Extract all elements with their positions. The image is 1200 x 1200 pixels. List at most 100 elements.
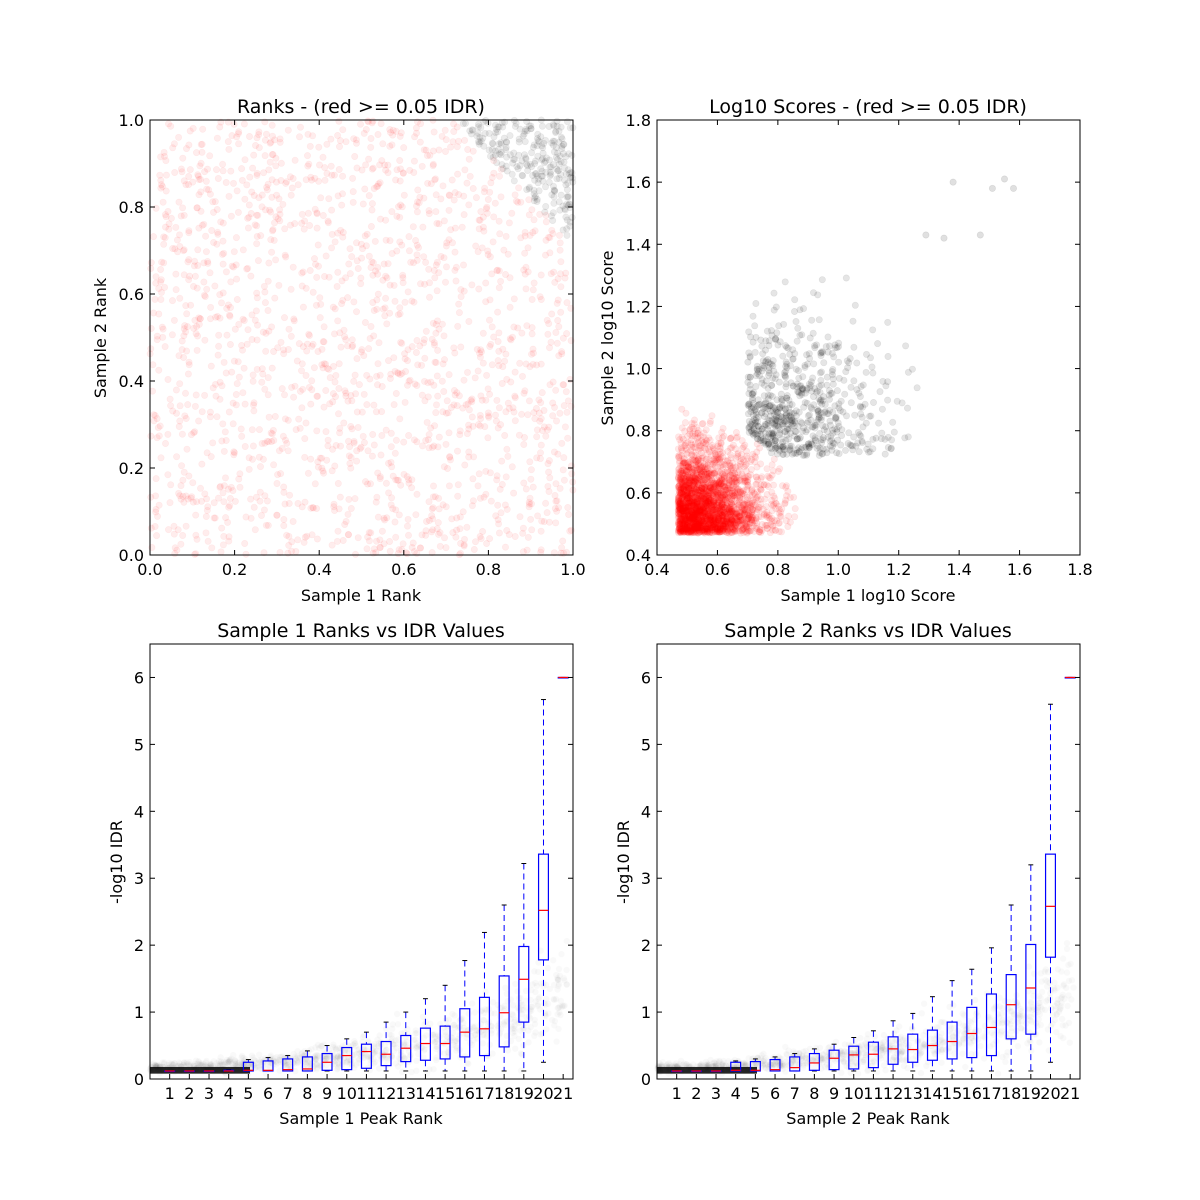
rank-point-red bbox=[380, 540, 388, 548]
rank-point-red bbox=[176, 231, 184, 239]
rank-point-red bbox=[213, 206, 221, 214]
rank-point-red bbox=[326, 400, 334, 408]
score-point-black bbox=[836, 406, 844, 414]
rank-point-red bbox=[418, 442, 426, 450]
rank-point-red bbox=[156, 422, 164, 430]
rank-point-red bbox=[501, 270, 509, 278]
rank-point-red bbox=[551, 504, 559, 512]
rank-point-red bbox=[368, 206, 376, 214]
score-point-red bbox=[763, 465, 771, 473]
rank-point-black bbox=[500, 134, 508, 142]
rank-point-red bbox=[295, 133, 303, 141]
rank-point-red bbox=[251, 316, 259, 324]
rank-point-red bbox=[247, 272, 255, 280]
rank-point-red bbox=[511, 368, 519, 376]
rank-point-red bbox=[206, 269, 214, 277]
rank-point-red bbox=[276, 135, 284, 143]
rank-point-red bbox=[486, 253, 494, 261]
rank-point-red bbox=[319, 153, 327, 161]
rank-point-red bbox=[169, 144, 177, 152]
rank-point-red bbox=[186, 166, 194, 174]
rank-point-red bbox=[495, 284, 503, 292]
rank-point-red bbox=[176, 402, 184, 410]
ranks-chart-title: Ranks - (red >= 0.05 IDR) bbox=[237, 96, 485, 118]
rank-point-black bbox=[459, 120, 467, 128]
rank-point-red bbox=[299, 303, 307, 311]
score-point-red bbox=[701, 499, 709, 507]
rank-point-red bbox=[201, 391, 209, 399]
rank-point-red bbox=[346, 245, 354, 253]
rank-point-red bbox=[470, 545, 478, 553]
rank-point-black bbox=[515, 151, 523, 159]
rank-point-red bbox=[363, 230, 371, 238]
rank-point-red bbox=[229, 399, 237, 407]
rank-point-red bbox=[331, 305, 339, 313]
rank-point-red bbox=[548, 310, 556, 318]
score-point-red bbox=[699, 439, 707, 447]
rank-point-red bbox=[484, 247, 492, 255]
rank-point-red bbox=[159, 325, 167, 333]
rank-point-red bbox=[396, 177, 404, 185]
rank-point-red bbox=[224, 301, 232, 309]
rank-point-red bbox=[159, 198, 167, 206]
ranks-y-tick-label: 1.0 bbox=[119, 111, 144, 130]
rank-point-black bbox=[523, 127, 531, 135]
rank-point-red bbox=[311, 480, 319, 488]
rank-point-red bbox=[399, 540, 407, 548]
rank-point-red bbox=[427, 180, 435, 188]
rank-point-red bbox=[436, 542, 444, 550]
rank-point-red bbox=[152, 475, 160, 483]
rank-point-red bbox=[341, 520, 349, 528]
rank-point-red bbox=[359, 432, 367, 440]
rank-point-red bbox=[494, 357, 502, 365]
rank-point-red bbox=[164, 430, 172, 438]
rank-point-red bbox=[225, 408, 233, 416]
rank-point-red bbox=[394, 369, 402, 377]
rank-point-red bbox=[239, 246, 247, 254]
rank-point-red bbox=[529, 286, 537, 294]
rank-point-red bbox=[386, 237, 394, 245]
rank-point-red bbox=[234, 208, 242, 216]
rank-point-red bbox=[370, 306, 378, 314]
rank-point-black bbox=[531, 170, 539, 178]
rank-point-red bbox=[373, 381, 381, 389]
rank-point-red bbox=[283, 178, 291, 186]
rank-point-red bbox=[544, 482, 552, 490]
rank-point-red bbox=[187, 494, 195, 502]
rank-point-red bbox=[264, 391, 272, 399]
ranks-y-tick-label: 0.4 bbox=[119, 372, 144, 391]
rank-point-red bbox=[447, 143, 455, 151]
ranks-y-tick-label: 0.6 bbox=[119, 285, 144, 304]
rank-point-red bbox=[422, 517, 430, 525]
rank-point-black bbox=[545, 123, 553, 131]
rank-point-red bbox=[424, 393, 432, 401]
rank-point-red bbox=[413, 336, 421, 344]
rank-point-red bbox=[478, 396, 486, 404]
rank-point-red bbox=[352, 308, 360, 316]
rank-point-black bbox=[491, 147, 499, 155]
rank-point-red bbox=[361, 318, 369, 326]
rank-point-red bbox=[275, 447, 283, 455]
rank-point-red bbox=[265, 166, 273, 174]
rank-point-red bbox=[342, 392, 350, 400]
rank-point-red bbox=[370, 545, 378, 553]
rank-point-red bbox=[399, 279, 407, 287]
rank-point-red bbox=[550, 448, 558, 456]
rank-point-red bbox=[342, 274, 350, 282]
score-point-red bbox=[777, 528, 785, 536]
rank-point-red bbox=[363, 371, 371, 379]
rank-point-red bbox=[228, 262, 236, 270]
score-point-black bbox=[857, 410, 865, 418]
rank-point-red bbox=[207, 362, 215, 370]
rank-point-red bbox=[501, 501, 509, 509]
rank-point-red bbox=[302, 371, 310, 379]
rank-point-red bbox=[506, 274, 514, 282]
rank-point-red bbox=[238, 165, 246, 173]
rank-point-red bbox=[367, 223, 375, 231]
rank-point-red bbox=[425, 516, 433, 524]
rank-point-red bbox=[386, 281, 394, 289]
rank-point-red bbox=[204, 257, 212, 265]
score-point-red bbox=[733, 479, 741, 487]
score-point-black bbox=[869, 369, 877, 377]
rank-point-red bbox=[438, 377, 446, 385]
